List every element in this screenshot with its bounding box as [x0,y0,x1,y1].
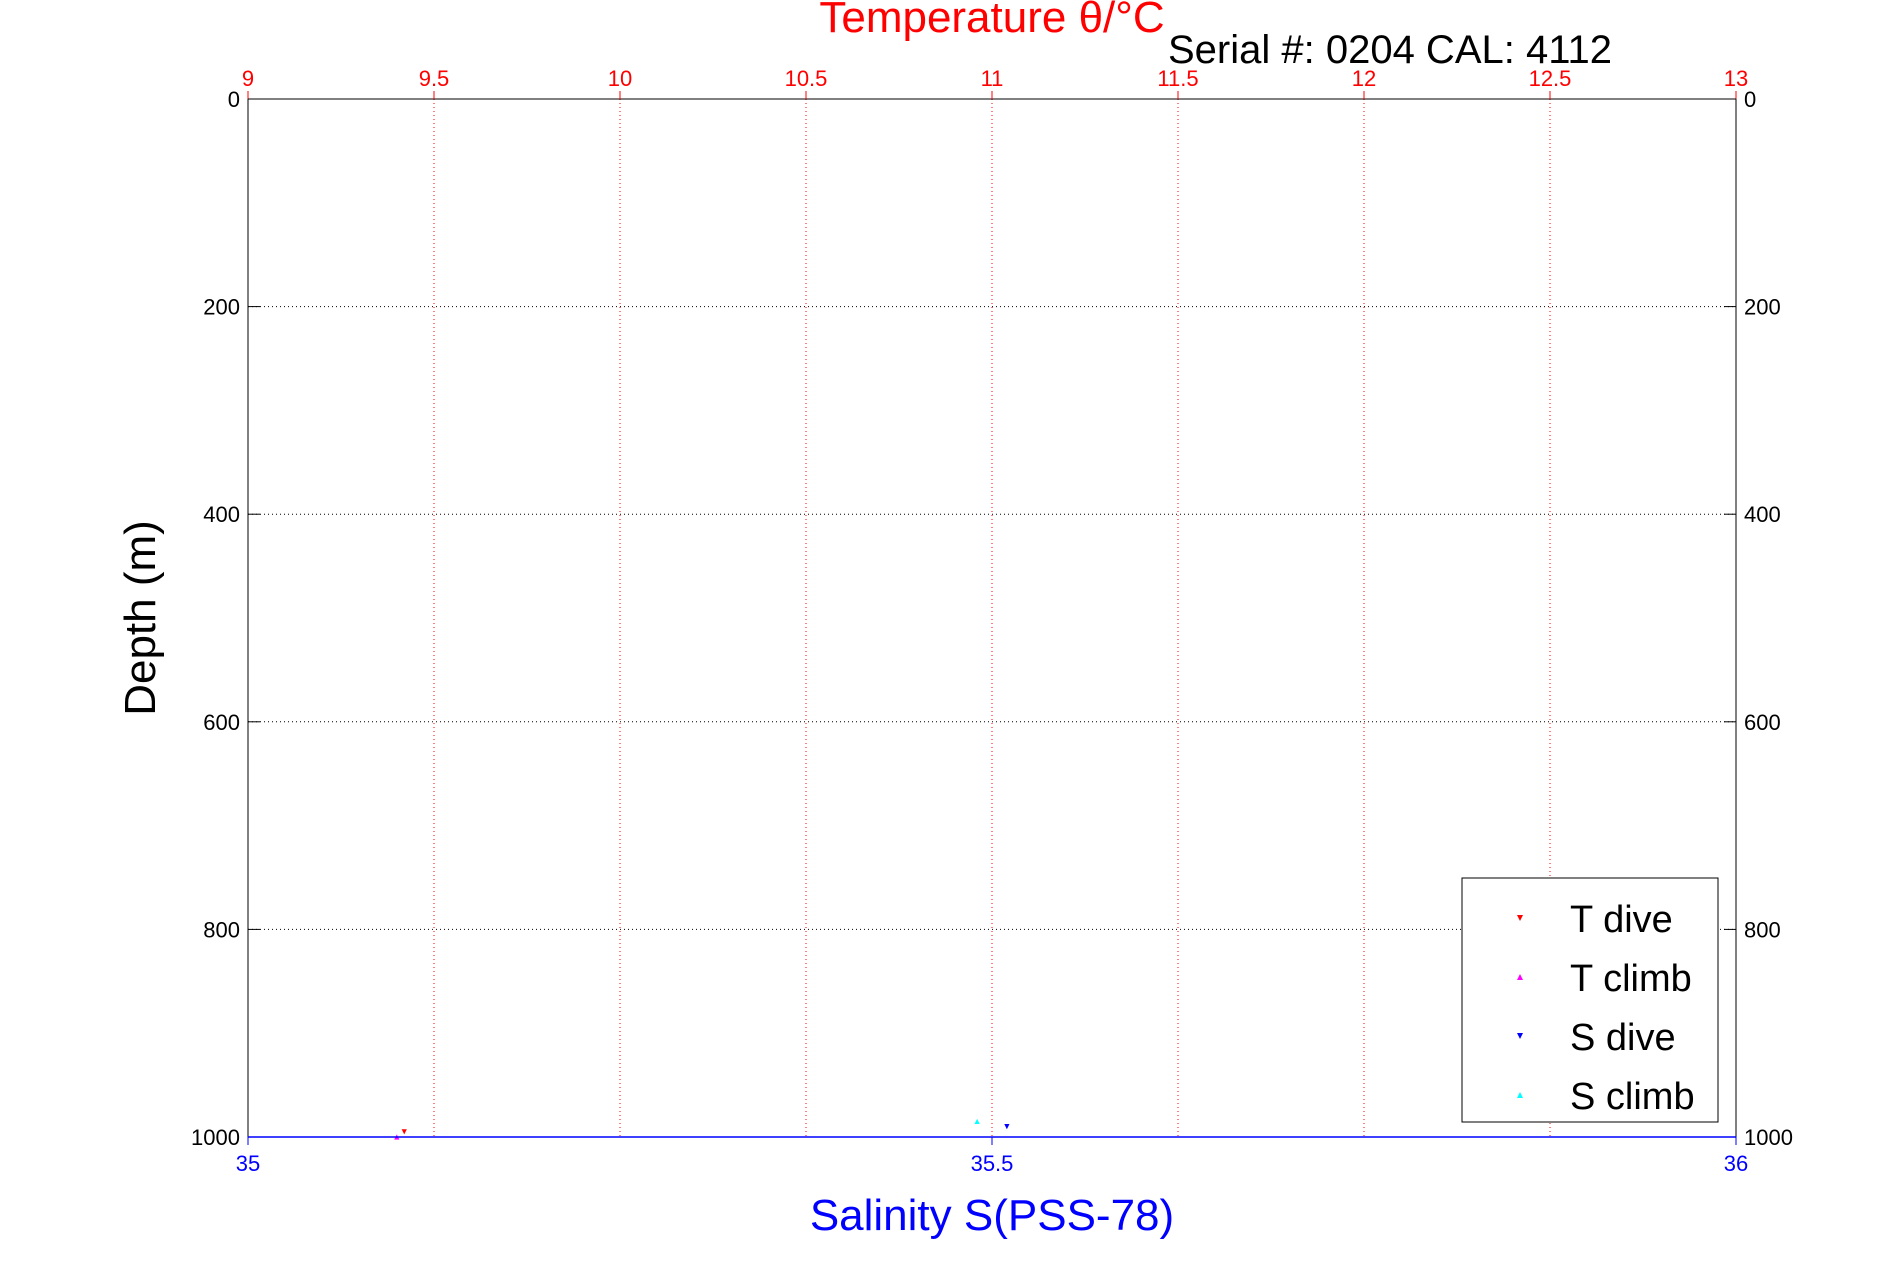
salinity-tick-label: 35.5 [971,1151,1014,1176]
temperature-tick-label: 12 [1352,66,1376,91]
temperature-tick-label: 10 [608,66,632,91]
temperature-tick-label: 12.5 [1529,66,1572,91]
legend-marker-t-dive [1517,915,1523,921]
legend-marker-s-dive [1517,1033,1523,1039]
depth-tick-label-right: 600 [1744,710,1781,735]
legend-marker-t-climb [1517,974,1523,980]
depth-tick-label-right: 800 [1744,917,1781,942]
legend-label-s-dive: S dive [1570,1017,1676,1059]
data-point [401,1129,407,1135]
data-point [1004,1124,1010,1130]
temperature-tick-label: 9 [242,66,254,91]
legend-items [1517,915,1523,1098]
depth-tick-label-left: 200 [203,295,240,320]
depth-tick-label-left: 800 [203,917,240,942]
y-axis-label: Depth (m) [116,520,165,716]
series-s-climb [974,1118,980,1125]
legend-label-s-climb: S climb [1570,1076,1695,1118]
salinity-tick-label: 35 [236,1151,260,1176]
series-t-dive [401,1129,407,1135]
data-point [974,1118,980,1125]
depth-tick-label-left: 400 [203,502,240,527]
legend-box [1461,877,1719,1123]
chart-subtitle: Serial #: 0204 CAL: 4112 [1168,28,1612,72]
temperature-tick-label: 9.5 [419,66,450,91]
temperature-tick-label: 11.5 [1157,66,1198,91]
legend-label-t-dive: T dive [1570,899,1673,941]
depth-tick-label-left: 600 [203,710,240,735]
series-s-dive [1004,1124,1010,1130]
depth-tick-label-left: 0 [228,87,240,112]
depth-tick-label-right: 1000 [1744,1125,1793,1150]
temperature-tick-label: 11 [981,66,1004,91]
salinity-tick-label: 36 [1724,1151,1748,1176]
legend-marker-s-climb [1517,1092,1523,1098]
x-axis-label: Salinity S(PSS-78) [810,1191,1174,1240]
depth-tick-label-right: 400 [1744,502,1781,527]
temperature-tick-label: 10.5 [785,66,828,91]
temperature-tick-label: 13 [1724,66,1748,91]
depth-tick-label-right: 0 [1744,87,1756,112]
series-layer [394,1118,1010,1140]
chart-title: Temperature θ/°C [819,0,1164,42]
legend-label-t-climb: T climb [1570,958,1692,1000]
series-t-climb [394,1134,400,1140]
depth-tick-label-left: 1000 [191,1125,240,1150]
depth-tick-label-right: 200 [1744,295,1781,320]
legend: T dive T climb S dive S climb [1461,877,1719,1123]
